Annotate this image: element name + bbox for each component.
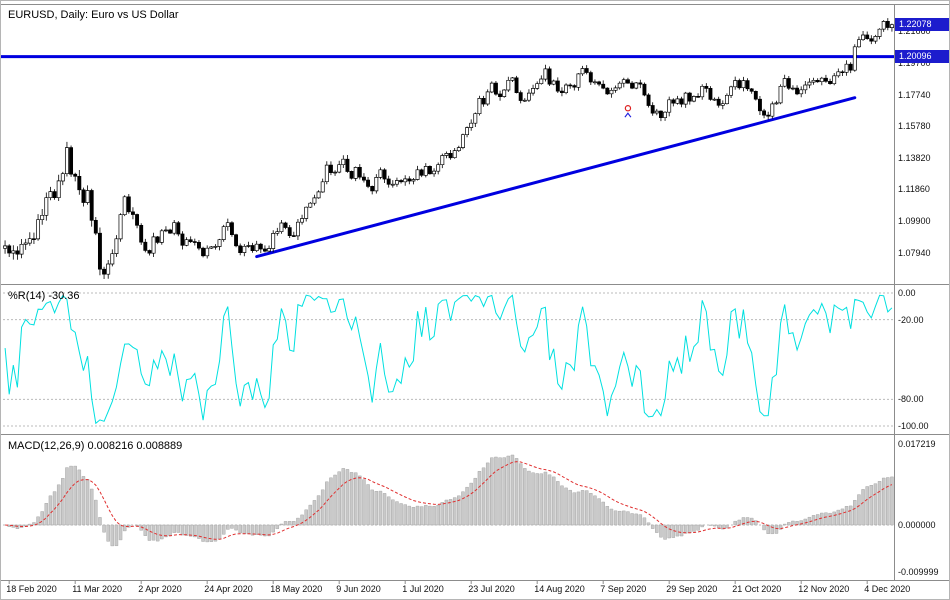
date-label: 7 Sep 2020	[600, 584, 647, 594]
date-label: 21 Oct 2020	[732, 584, 782, 594]
date-label: 23 Jul 2020	[468, 584, 515, 594]
price-axis-label: 1.11860	[898, 184, 930, 195]
chart-title: EURUSD, Daily: Euro vs US Dollar	[8, 9, 179, 21]
date-label: 24 Apr 2020	[204, 584, 253, 594]
price-axis-label: 1.09900	[898, 216, 931, 227]
hline-price-badge: 1.20096	[895, 50, 949, 64]
date-label: 14 Aug 2020	[534, 584, 585, 594]
price-axis-label: 1.13820	[898, 152, 931, 163]
time-axis[interactable]: 18 Feb 2020 11 Mar 2020 2 Apr 2020 24 Apr 2…	[1, 581, 949, 599]
wpr-axis-label: 0.00	[898, 288, 916, 298]
price-axis[interactable]: 1.216601.197001.177401.157801.138201.118…	[895, 1, 949, 581]
date-label: 12 Nov 2020	[798, 584, 850, 594]
current-price-badge: 1.22078	[895, 18, 949, 32]
price-axis-label: 1.15780	[898, 121, 931, 132]
wpr-axis-label: -20.00	[898, 314, 924, 325]
macd-axis-label: 0.000000	[898, 519, 936, 530]
macd-axis-label: 0.017219	[898, 439, 936, 449]
date-label: 29 Sep 2020	[666, 584, 718, 594]
price-axis-label: 1.07940	[898, 247, 931, 258]
wpr-axis-label: -80.00	[898, 394, 924, 405]
date-label: 18 Feb 2020	[6, 584, 57, 594]
date-label: 9 Jun 2020	[336, 584, 381, 594]
macd-axis-label: -0.009999	[898, 567, 939, 577]
date-label: 18 May 2020	[270, 584, 323, 594]
date-label: 4 Dec 2020	[864, 584, 911, 594]
wpr-indicator-label: %R(14) -30.36	[8, 290, 80, 302]
date-label: 2 Apr 2020	[138, 584, 182, 594]
price-axis-label: 1.17740	[898, 89, 931, 100]
date-label: 1 Jul 2020	[402, 584, 444, 594]
wpr-axis-label: -100.00	[898, 421, 929, 431]
macd-indicator-label: MACD(12,26,9) 0.008216 0.008889	[8, 440, 183, 452]
date-label: 11 Mar 2020	[72, 584, 123, 594]
price-axis-label: 1.21660	[898, 26, 931, 37]
